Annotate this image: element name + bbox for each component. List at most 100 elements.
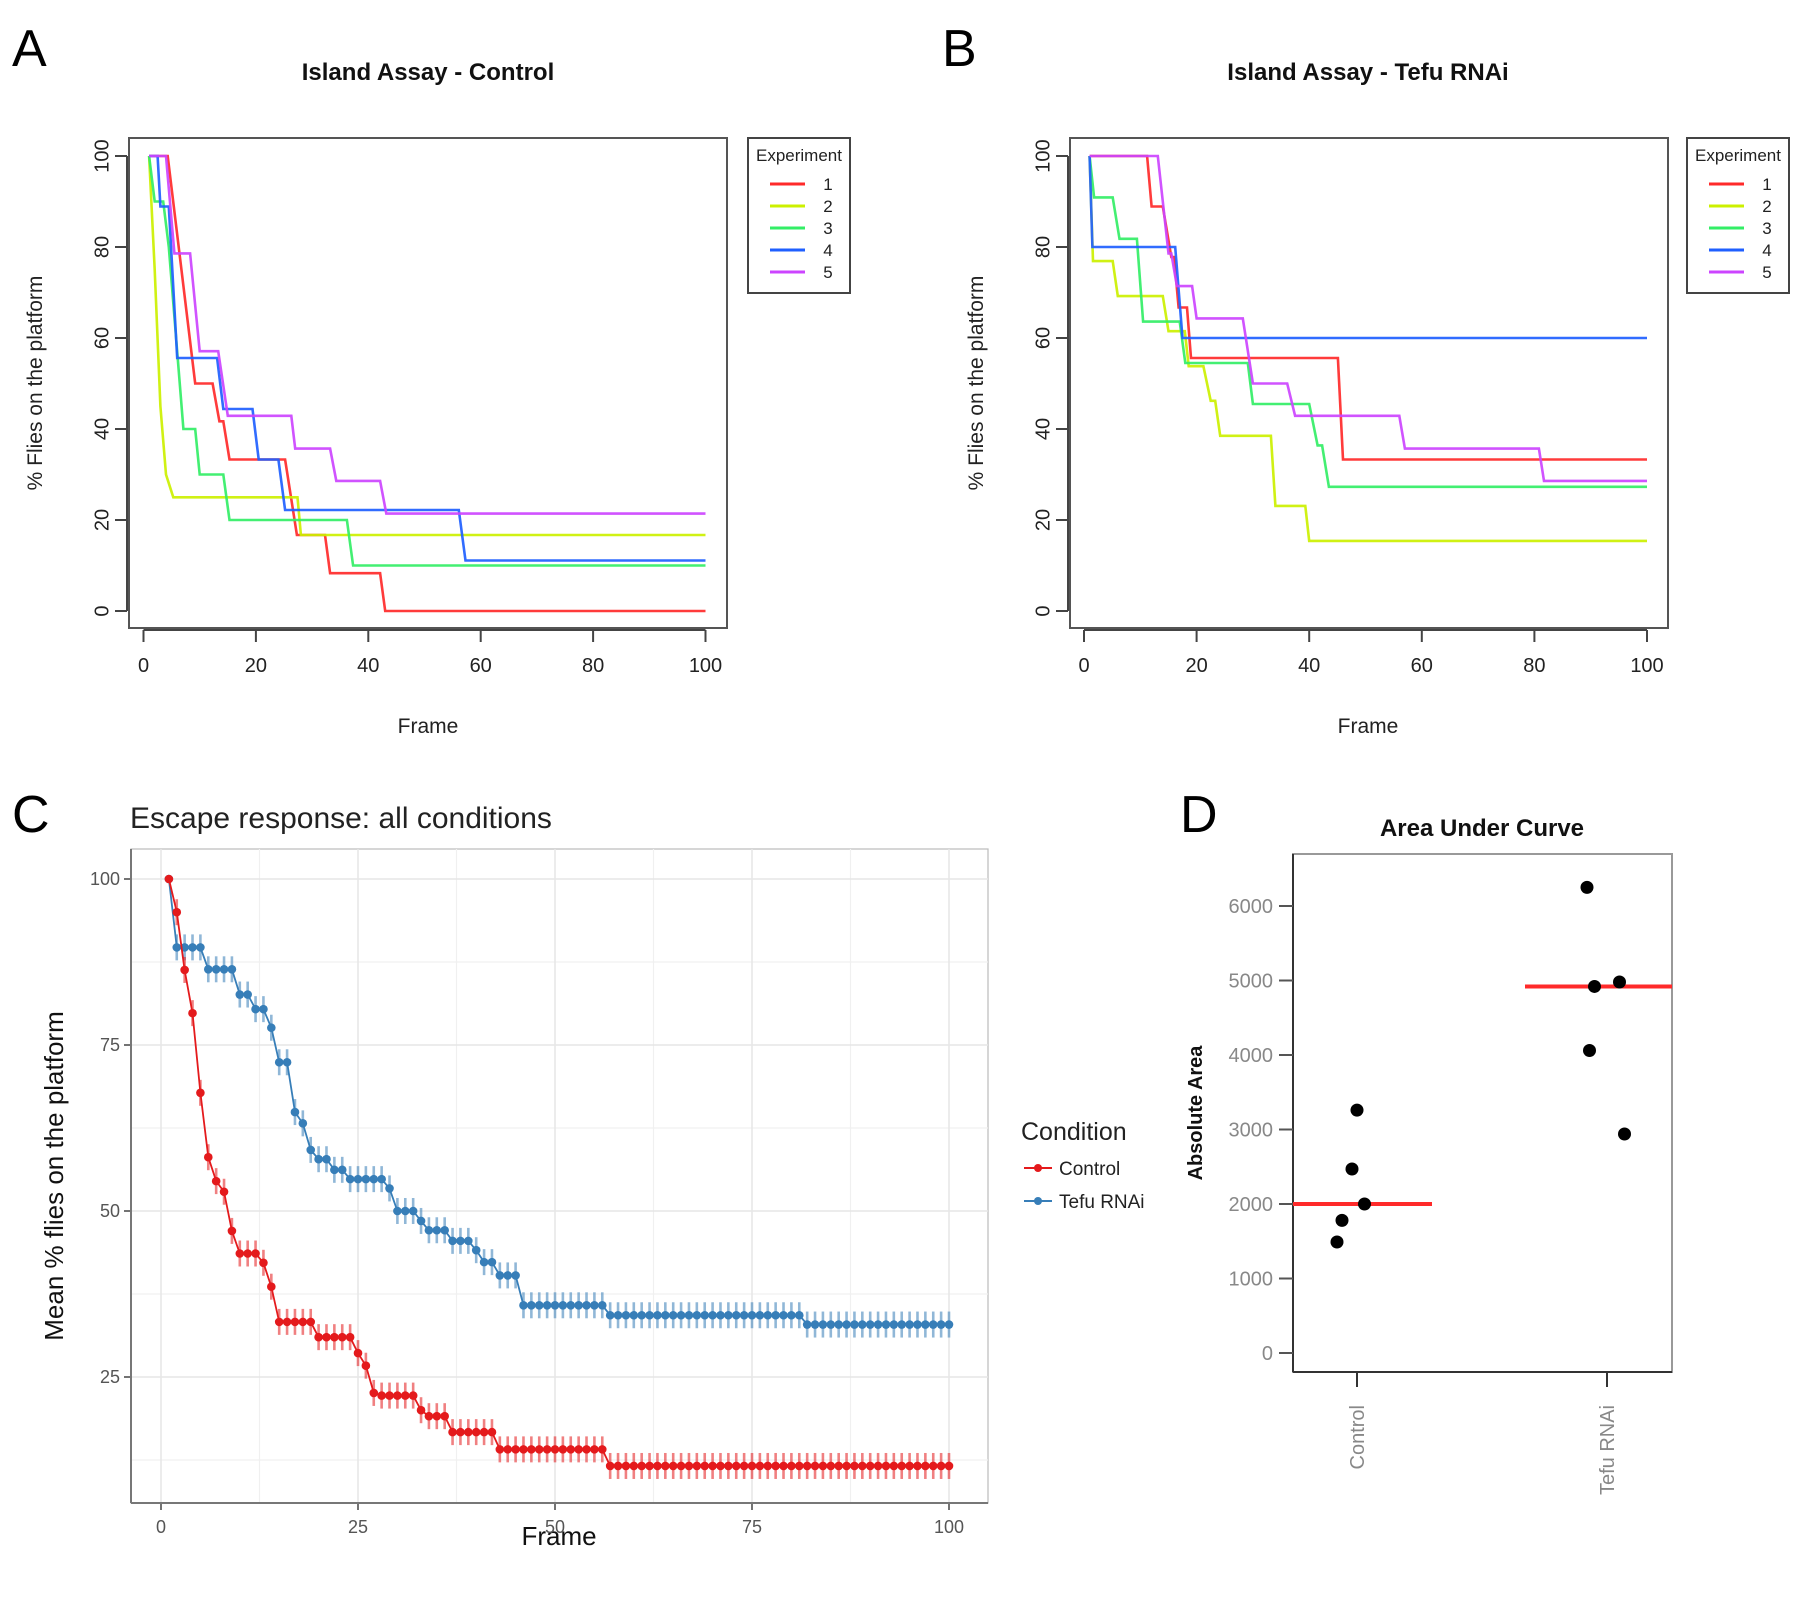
panel-a-title: Island Assay - Control bbox=[302, 59, 555, 86]
panel-b-x-tick-label: 0 bbox=[1078, 655, 1089, 677]
panel-c-tefu-rnai-point bbox=[542, 1300, 552, 1310]
panel-c-tefu-rnai-point bbox=[779, 1310, 788, 1320]
panel-c-control-point bbox=[432, 1411, 442, 1421]
panel-c-control-point bbox=[692, 1461, 702, 1471]
panel-c-tefu-rnai-point bbox=[716, 1310, 725, 1320]
panel-c-x-tick-label: 100 bbox=[934, 1517, 964, 1537]
panel-c-control-point bbox=[810, 1461, 820, 1471]
panel-c-tefu-rnai-point bbox=[605, 1310, 615, 1320]
panel-c-tefu-rnai-point bbox=[810, 1320, 820, 1329]
panel-b-legend-box bbox=[1686, 137, 1790, 294]
panel-b-legend-label-4: 4 bbox=[1762, 241, 1771, 260]
panel-c-control-point bbox=[196, 1088, 205, 1098]
panel-c-tefu-rnai-point bbox=[203, 965, 213, 974]
panel-c-tefu-rnai-point bbox=[668, 1310, 678, 1320]
panel-a-x-tick-label: 20 bbox=[245, 655, 267, 677]
panel-c-tefu-rnai-point bbox=[889, 1320, 899, 1329]
panel-d-y-tick-label: 2000 bbox=[1229, 1194, 1274, 1216]
panel-a-plot-box bbox=[128, 137, 728, 629]
panel-a-y-tick-label: 0 bbox=[91, 605, 113, 616]
panel-a-legend-label-4: 4 bbox=[823, 241, 832, 260]
panel-c-control-point bbox=[282, 1317, 292, 1327]
panel-d-y-label: Absolute Area bbox=[1185, 1045, 1207, 1181]
panel-c-tefu-rnai-point bbox=[558, 1300, 568, 1310]
panel-c-tefu-rnai-point bbox=[456, 1236, 465, 1246]
panel-c-control-point bbox=[787, 1461, 796, 1471]
panel-c-tefu-rnai-point bbox=[251, 1004, 260, 1014]
panel-c-tefu-rnai-point bbox=[928, 1320, 938, 1329]
panel-c-tefu-rnai-point bbox=[653, 1310, 662, 1320]
panel-c-tefu-rnai-point bbox=[755, 1310, 765, 1320]
panel-c-tefu-rnai-point bbox=[219, 965, 229, 974]
panel-c-tefu-rnai-point bbox=[936, 1320, 946, 1329]
panel-c-control-point bbox=[802, 1461, 812, 1471]
panel-c-control-point bbox=[708, 1461, 717, 1471]
panel-c-tefu-rnai-point bbox=[243, 990, 252, 999]
panel-c-control-point bbox=[716, 1461, 725, 1471]
panel-c-control-point bbox=[897, 1461, 907, 1471]
panel-a-series-5-line bbox=[149, 154, 706, 515]
panel-b-chart: Island Assay - Tefu RNAi Frame % Flies o… bbox=[965, 59, 1790, 738]
panel-c-control-point bbox=[219, 1187, 229, 1197]
panel-c-control-point bbox=[424, 1411, 434, 1421]
panel-c-control-point bbox=[235, 1249, 245, 1258]
panel-c-control-point bbox=[558, 1445, 568, 1454]
panel-b-y-tick-label: 0 bbox=[1032, 605, 1054, 616]
panel-c-control-point bbox=[905, 1461, 914, 1471]
panel-c-tefu-rnai-point bbox=[274, 1057, 284, 1067]
panel-b-x-tick-label: 40 bbox=[1298, 655, 1320, 677]
panel-c-x-tick-label: 50 bbox=[545, 1517, 565, 1537]
panel-a-y-tick-label: 60 bbox=[91, 327, 113, 349]
panel-c-y-tick-label: 25 bbox=[100, 1367, 120, 1387]
panel-d-title: Area Under Curve bbox=[1380, 815, 1584, 842]
panel-c-tefu-rnai-point bbox=[881, 1320, 891, 1329]
panel-c-control-point bbox=[400, 1391, 410, 1400]
panel-c-control-point bbox=[337, 1332, 347, 1342]
panel-b-y-label: % Flies on the platform bbox=[965, 276, 988, 491]
panel-b-legend-label-3: 3 bbox=[1762, 219, 1771, 238]
panel-c-tefu-rnai-point bbox=[913, 1320, 922, 1329]
panel-c-control-point bbox=[479, 1427, 489, 1437]
panel-c-legend-title: Condition bbox=[1021, 1118, 1127, 1146]
panel-d-control-point bbox=[1345, 1162, 1359, 1176]
panel-letter-c: C bbox=[12, 786, 50, 844]
panel-a-x-tick-label: 60 bbox=[470, 655, 492, 677]
panel-a-legend-box bbox=[747, 137, 851, 294]
panel-c-tefu-rnai-point bbox=[306, 1145, 316, 1155]
panel-c-legend-label-control: Control bbox=[1059, 1159, 1120, 1180]
panel-c-tefu-rnai-point bbox=[724, 1310, 733, 1320]
panel-c-tefu-rnai-point bbox=[314, 1154, 323, 1164]
panel-c-tefu-rnai-point bbox=[676, 1310, 686, 1320]
panel-c-control-point bbox=[834, 1461, 843, 1471]
panel-c-control-point bbox=[503, 1445, 513, 1454]
panel-c-control-point bbox=[408, 1391, 418, 1400]
panel-c-control-point bbox=[180, 965, 189, 975]
panel-d-y-tick-label: 6000 bbox=[1229, 896, 1274, 918]
panel-c-tefu-rnai-point bbox=[700, 1310, 710, 1320]
panel-d-y-tick-label: 3000 bbox=[1229, 1120, 1274, 1142]
panel-a-series-3-line bbox=[147, 155, 706, 567]
panel-b-y-tick-label: 80 bbox=[1032, 236, 1054, 258]
panel-c-tefu-rnai-point bbox=[527, 1300, 536, 1310]
panel-d-control-point bbox=[1350, 1103, 1364, 1117]
panel-c-tefu-rnai-point bbox=[661, 1310, 670, 1320]
panel-d-tefu-rnai-point bbox=[1613, 975, 1626, 989]
panel-c-control-point bbox=[850, 1461, 859, 1471]
panel-c-control-point bbox=[668, 1461, 678, 1471]
panel-c-control-point bbox=[274, 1317, 284, 1327]
panel-c-control-point bbox=[464, 1427, 473, 1437]
panel-c-tefu-rnai-point bbox=[519, 1300, 528, 1310]
panel-c-tefu-rnai-point bbox=[566, 1300, 576, 1310]
panel-b-y-tick-label: 60 bbox=[1032, 327, 1054, 349]
panel-d-y-tick-label: 5000 bbox=[1229, 971, 1274, 993]
panel-c-tefu-rnai-point bbox=[235, 990, 245, 999]
panel-c-legend-label-tefu-rnai: Tefu RNAi bbox=[1059, 1192, 1145, 1213]
panel-c-tefu-rnai-point bbox=[503, 1271, 513, 1280]
panel-c-tefu-rnai-point bbox=[361, 1174, 371, 1184]
panel-d-y-tick-label: 4000 bbox=[1229, 1045, 1274, 1067]
panel-c-tefu-rnai-point bbox=[400, 1206, 410, 1216]
panel-b-series-2-line bbox=[1088, 155, 1647, 543]
panel-c-tefu-rnai-point bbox=[471, 1245, 481, 1255]
panel-c-control-point bbox=[393, 1391, 402, 1400]
panel-b-legend-title: Experiment bbox=[1695, 146, 1781, 165]
